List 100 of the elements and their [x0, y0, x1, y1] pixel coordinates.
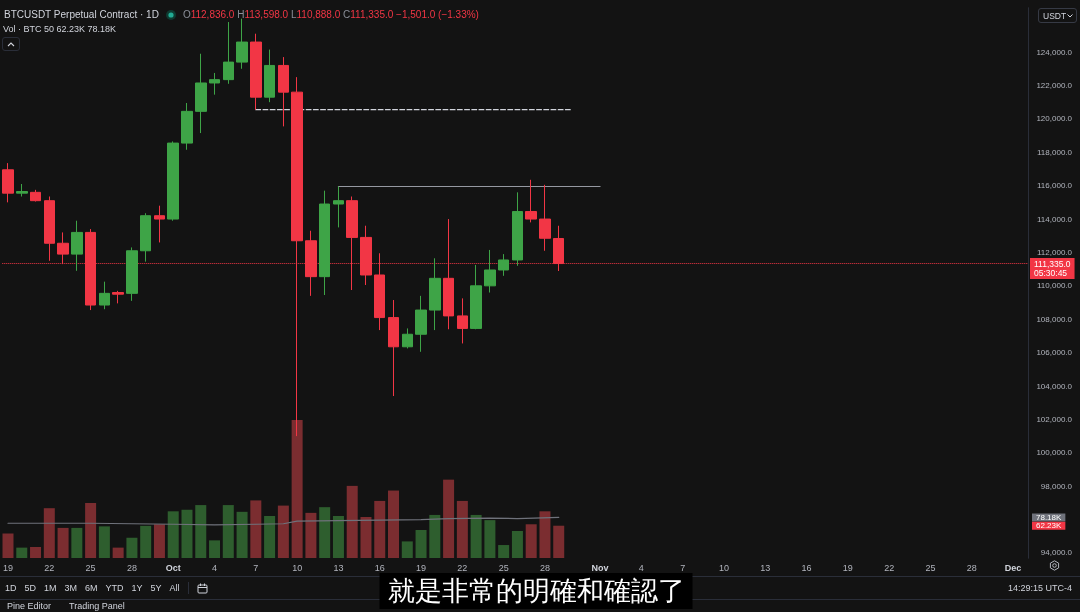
x-tick-label: 19: [3, 562, 14, 573]
bar: [443, 479, 455, 558]
y-tick-label: 100,000.0: [1036, 448, 1073, 458]
candlestick: [236, 18, 248, 70]
candlestick: [154, 205, 165, 243]
ref-line-label: 111,335.0 05:30:45: [1034, 258, 1071, 279]
candlestick: [388, 299, 399, 397]
candlestick: [498, 253, 509, 277]
bar: [140, 525, 152, 558]
candlestick: [512, 191, 523, 267]
bar: [553, 525, 565, 558]
x-tick-label: 25: [85, 562, 96, 573]
y2-tick-label: 78.18K: [1036, 512, 1063, 522]
bar: [16, 547, 28, 558]
y-tick-label: 102,000.0: [1036, 414, 1073, 424]
candlestick: [333, 185, 344, 228]
x-tick-label: 4: [212, 562, 218, 573]
bar: [2, 533, 14, 558]
bar: [346, 485, 358, 558]
y-tick-label: 124,000.0: [1036, 47, 1073, 57]
x-tick-label: 13: [333, 562, 344, 573]
x-tick-label: 28: [126, 562, 137, 573]
bar: [291, 419, 303, 558]
bar: [319, 507, 331, 558]
candlestick: [16, 183, 28, 198]
candlestick: [126, 246, 138, 302]
bar: [167, 511, 179, 558]
candlestick: [112, 290, 124, 304]
candlestick: [402, 327, 413, 349]
x-tick-label: 28: [966, 562, 977, 573]
bar: [525, 524, 537, 558]
bar: [332, 515, 344, 558]
candlestick: [99, 281, 110, 310]
candlestick: [457, 297, 468, 344]
line-series: [7, 516, 560, 526]
x-tick-label: 16: [374, 562, 385, 573]
x-tick-label: Nov: [591, 562, 609, 573]
text: 3M: [64, 583, 78, 593]
x-tick-label: 7: [253, 562, 259, 573]
candlestick: [2, 162, 14, 203]
text: 1Y: [131, 583, 143, 593]
text: 14:29:15 UTC-4: [1007, 582, 1072, 595]
bar: [305, 512, 317, 558]
x-tick-label: 25: [925, 562, 936, 573]
bar: [470, 514, 482, 558]
bar: [71, 527, 83, 558]
text: 1D: [5, 583, 17, 593]
bar: [30, 547, 42, 558]
x-tick-label: 22: [44, 562, 55, 573]
y-axis-title: USDT: [1043, 10, 1067, 21]
candlestick: [415, 295, 427, 353]
bar: [374, 500, 386, 558]
bar: [195, 505, 207, 558]
y-tick-label: 108,000.0: [1036, 314, 1073, 324]
bar: [43, 508, 55, 558]
x-tick-label: 16: [801, 562, 812, 573]
x-tick-label: 10: [718, 562, 729, 573]
y-tick-label: 94,000.0: [1040, 548, 1073, 558]
bar: [401, 541, 413, 558]
x-tick-label: 22: [457, 562, 468, 573]
bar: [112, 547, 124, 558]
bar: [153, 524, 165, 558]
candlestick: [429, 257, 441, 331]
text: 5D: [24, 583, 37, 593]
y-tick-label: 104,000.0: [1036, 381, 1073, 391]
x-tick-label: 28: [539, 562, 550, 573]
candlestick: [470, 264, 482, 330]
bar: [250, 500, 262, 558]
bar: [222, 505, 234, 558]
text: YTD: [105, 583, 124, 593]
text: 1M: [44, 583, 57, 593]
y-tick-label: 114,000.0: [1037, 214, 1073, 224]
candlestick: [319, 190, 330, 296]
x-tick-label: 22: [884, 562, 895, 573]
candlestick: [539, 184, 551, 252]
x-tick-label: 4: [638, 562, 644, 573]
bar: [98, 526, 110, 558]
candlestick: [525, 179, 537, 223]
bar: [415, 529, 427, 558]
bar: [429, 514, 441, 558]
text: All: [169, 583, 180, 593]
bar: [456, 500, 468, 558]
candlestick: [264, 49, 275, 103]
candlestick: [181, 102, 193, 151]
x-tick-label: 7: [680, 562, 686, 573]
candlestick: [223, 21, 234, 85]
bar: [236, 511, 248, 558]
candlestick: [44, 196, 55, 262]
bar: [388, 490, 400, 558]
chart-title: BTCUSDT Perpetual Contract · 1D: [4, 8, 159, 21]
bar: [181, 509, 193, 558]
y2-tick-label: 62.23K: [1036, 521, 1063, 531]
candlestick: [140, 212, 151, 263]
x-tick-label: Oct: [165, 562, 181, 573]
candlestick: [250, 33, 262, 111]
bar: [484, 520, 496, 558]
bar: [511, 531, 523, 558]
bar: [57, 527, 69, 558]
text: 5Y: [150, 583, 162, 593]
text: Pine Editor: [7, 601, 52, 611]
